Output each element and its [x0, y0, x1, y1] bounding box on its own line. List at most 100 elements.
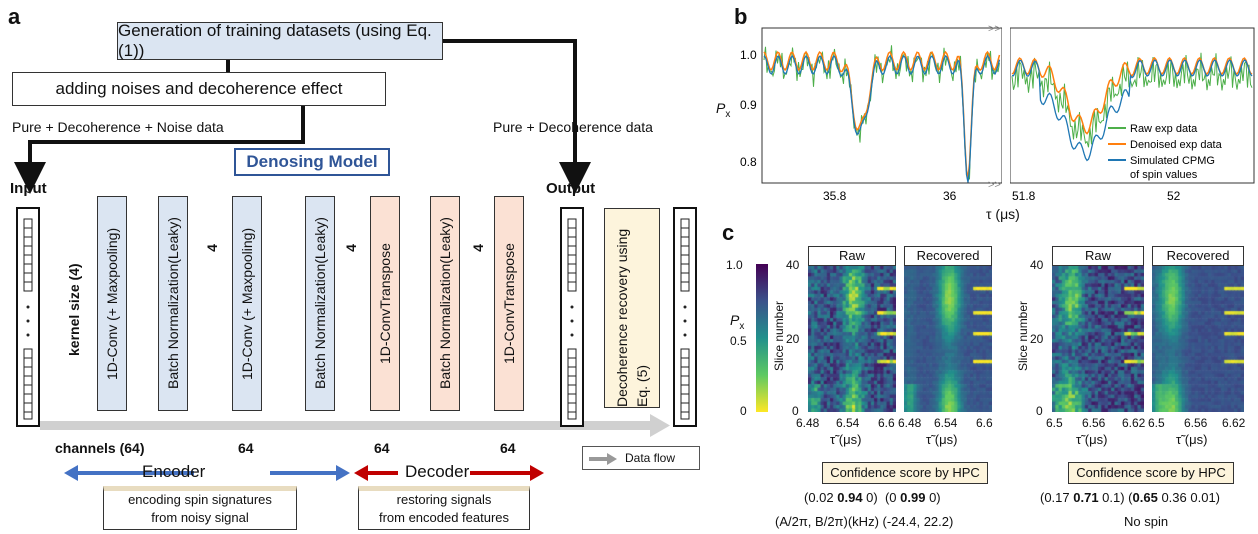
c-right-raw-xtick-3: 6.62: [1122, 416, 1145, 430]
model-title: Denosing Model: [234, 148, 390, 176]
colorbar-label: Px: [730, 312, 744, 332]
b-xlabel: τ (μs): [986, 206, 1020, 222]
encoder-label: Encoder: [142, 462, 205, 482]
channels-label-1: channels (64): [55, 440, 144, 456]
b-ylabel-main: P: [716, 100, 725, 116]
output-vector-cells: [562, 209, 582, 425]
c-right-rec-xlabel: τ̃ (μs): [1176, 432, 1207, 447]
c-right-footer: No spin: [1124, 514, 1168, 529]
c-right-recovered-title: Recovered: [1152, 246, 1244, 266]
c-left-rec-xtick-2: 6.54: [934, 416, 957, 430]
c-right-ytick-2: 20: [1030, 332, 1043, 346]
final-vector-cells: [675, 209, 695, 425]
b-xtick-3: 51.8: [1012, 189, 1036, 203]
encoder-desc-line2: from noisy signal: [104, 509, 296, 527]
colorbar-label-main: P: [730, 312, 739, 328]
kernel-num-3: 4: [470, 244, 486, 252]
c-right-rec-xtick-3: 6.62: [1222, 416, 1245, 430]
c-right-ytick-3: 0: [1036, 404, 1043, 418]
c-right-rec-xtick-1: 6.5: [1148, 416, 1165, 430]
encoder-description: encoding spin signatures from noisy sign…: [103, 486, 297, 530]
heatmap-left-raw: [808, 266, 896, 412]
svg-text:>>: >>: [988, 179, 1001, 191]
input-vector: [16, 207, 40, 427]
heatmap-right-raw-canvas: [1052, 266, 1144, 412]
heatmap-right-recovered-canvas: [1152, 266, 1244, 412]
legend-denoised: Denoised exp data: [1130, 139, 1223, 151]
c-right-score-2b: 0.65: [1133, 490, 1158, 505]
c-right-scores: (0.17 0.71 0.1) (0.65 0.36 0.01): [1040, 490, 1220, 505]
encoder-decoder-arrows: [60, 460, 560, 486]
c-left-raw-title: Raw: [808, 246, 896, 266]
c-left-raw-xlabel: τ̃ (μs): [830, 432, 861, 447]
c-right-confidence-title: Confidence score by HPC: [1068, 462, 1234, 484]
encoder-desc-line1: encoding spin signatures: [104, 491, 296, 509]
pure-data-label: Pure + Decoherence data: [493, 119, 653, 135]
layer-conv-2: 1D-Conv (+ Maxpooling): [232, 196, 262, 411]
c-right-raw-xlabel: τ̃ (μs): [1076, 432, 1107, 447]
b-xtick-2: 36: [943, 189, 957, 203]
heatmap-right-raw: [1052, 266, 1144, 412]
layer-convtranspose-1: 1D-ConvTranspose: [370, 196, 400, 411]
b-ylabel-sub: x: [725, 109, 730, 120]
colorbar-tick-2: 0.5: [730, 334, 747, 348]
decoder-desc-line1: restoring signals: [359, 491, 529, 509]
c-left-raw-xtick-1: 6.48: [796, 416, 819, 430]
data-flow-legend-text: Data flow: [625, 451, 675, 465]
kernel-num-1: 4: [204, 244, 220, 252]
layer-conv-1: 1D-Conv (+ Maxpooling): [97, 196, 127, 411]
channels-label-2: 64: [238, 440, 254, 456]
decoder-label: Decoder: [405, 462, 469, 482]
heatmap-left-recovered: [904, 266, 992, 412]
layer-batchnorm-2: Batch Normalization(Leaky): [305, 196, 335, 411]
c-right-raw-xtick-1: 6.5: [1046, 416, 1063, 430]
layer-batchnorm-3: Batch Normalization(Leaky): [430, 196, 460, 411]
c-left-recovered-title: Recovered: [904, 246, 992, 266]
panel-b-legend: Raw exp data Denoised exp data Simulated…: [1108, 123, 1223, 181]
data-flow-legend: Data flow: [582, 446, 700, 470]
layer-convtranspose-2: 1D-ConvTranspose: [494, 196, 524, 411]
c-left-score-2a: (0: [885, 490, 900, 505]
heatmap-left-recovered-canvas: [904, 266, 992, 412]
c-left-score-1b: 0.94: [837, 490, 862, 505]
heatmap-left-raw-canvas: [808, 266, 896, 412]
panel-b-plot: >> >> 1.0 0.9 0.8 35.8 36 51.8 52 Raw ex…: [740, 20, 1258, 210]
c-left-score-2b: 0.99: [900, 490, 925, 505]
b-xtick-1: 35.8: [823, 189, 847, 203]
c-right-rec-xtick-2: 6.56: [1184, 416, 1207, 430]
input-vector-cells: [18, 209, 38, 425]
b-ylabel: Px: [716, 100, 730, 120]
b-ytick-1: 1.0: [740, 48, 757, 62]
c-left-score-2c: 0): [925, 490, 940, 505]
data-flow-arrow: [40, 414, 680, 438]
c-right-score-1c: 0.1) (: [1099, 490, 1133, 505]
c-left-rec-xtick-1: 6.48: [898, 416, 921, 430]
final-vector: [673, 207, 697, 427]
legend-simulated: Simulated CPMG: [1130, 155, 1215, 167]
c-right-score-1b: 0.71: [1073, 490, 1098, 505]
channels-label-4: 64: [500, 440, 516, 456]
c-right-raw-xtick-2: 6.56: [1082, 416, 1105, 430]
output-vector: [560, 207, 584, 427]
colorbar-tick-3: 0: [740, 404, 747, 418]
c-left-raw-xtick-2: 6.54: [836, 416, 859, 430]
c-left-confidence-title: Confidence score by HPC: [822, 462, 988, 484]
c-left-ytick-1: 40: [786, 258, 799, 272]
legend-simulated-2: of spin values: [1130, 169, 1198, 181]
b-ytick-3: 0.8: [740, 155, 757, 169]
output-label: Output: [546, 180, 595, 197]
layer-batchnorm-1: Batch Normalization(Leaky): [158, 196, 188, 411]
c-left-score-1c: 0): [863, 490, 878, 505]
c-right-score-2c: 0.36 0.01): [1158, 490, 1220, 505]
c-left-raw-xtick-3: 6.6: [878, 416, 895, 430]
kernel-num-2: 4: [343, 244, 359, 252]
c-left-rec-xtick-3: 6.6: [976, 416, 993, 430]
input-label: Input: [10, 180, 47, 197]
c-left-rec-xlabel: τ̃ (μs): [926, 432, 957, 447]
colorbar-tick-1: 1.0: [726, 258, 743, 272]
decoder-desc-line2: from encoded features: [359, 509, 529, 527]
noise-data-label: Pure + Decoherence + Noise data: [12, 119, 224, 135]
colorbar-label-sub: x: [739, 321, 744, 332]
c-right-raw-title: Raw: [1052, 246, 1144, 266]
c-left-score-1a: (0.02: [804, 490, 837, 505]
